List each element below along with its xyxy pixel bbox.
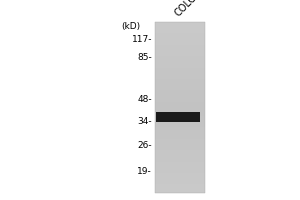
Text: 26-: 26- bbox=[137, 140, 152, 150]
Polygon shape bbox=[155, 59, 205, 62]
Text: 117-: 117- bbox=[131, 36, 152, 45]
Polygon shape bbox=[155, 159, 205, 162]
Polygon shape bbox=[155, 184, 205, 187]
Polygon shape bbox=[155, 90, 205, 93]
Polygon shape bbox=[155, 85, 205, 88]
Polygon shape bbox=[155, 125, 205, 127]
Polygon shape bbox=[155, 187, 205, 190]
Polygon shape bbox=[155, 164, 205, 167]
Text: 34-: 34- bbox=[137, 117, 152, 127]
Polygon shape bbox=[156, 112, 200, 122]
Polygon shape bbox=[155, 99, 205, 102]
Polygon shape bbox=[155, 156, 205, 159]
Polygon shape bbox=[155, 82, 205, 85]
Polygon shape bbox=[155, 102, 205, 105]
Polygon shape bbox=[155, 122, 205, 125]
Polygon shape bbox=[155, 147, 205, 150]
Polygon shape bbox=[155, 105, 205, 108]
Text: 48-: 48- bbox=[137, 96, 152, 104]
Polygon shape bbox=[155, 31, 205, 33]
Polygon shape bbox=[155, 142, 205, 145]
Polygon shape bbox=[155, 173, 205, 176]
Polygon shape bbox=[155, 110, 205, 113]
Polygon shape bbox=[155, 65, 205, 68]
Polygon shape bbox=[155, 36, 205, 39]
Polygon shape bbox=[155, 190, 205, 193]
Polygon shape bbox=[155, 108, 205, 110]
Polygon shape bbox=[155, 145, 205, 147]
Polygon shape bbox=[155, 50, 205, 53]
Polygon shape bbox=[155, 162, 205, 164]
Polygon shape bbox=[155, 42, 205, 45]
Polygon shape bbox=[155, 136, 205, 139]
Polygon shape bbox=[155, 70, 205, 73]
Polygon shape bbox=[155, 127, 205, 130]
Polygon shape bbox=[155, 93, 205, 96]
Polygon shape bbox=[155, 62, 205, 65]
Polygon shape bbox=[155, 39, 205, 42]
Polygon shape bbox=[155, 150, 205, 153]
Polygon shape bbox=[155, 133, 205, 136]
Polygon shape bbox=[155, 167, 205, 170]
Text: 19-: 19- bbox=[137, 168, 152, 176]
Polygon shape bbox=[155, 73, 205, 76]
Polygon shape bbox=[155, 33, 205, 36]
Polygon shape bbox=[155, 22, 205, 25]
Polygon shape bbox=[155, 28, 205, 31]
Text: 85-: 85- bbox=[137, 52, 152, 62]
Text: COLO205: COLO205 bbox=[173, 0, 212, 18]
Polygon shape bbox=[155, 139, 205, 142]
Polygon shape bbox=[155, 182, 205, 184]
Polygon shape bbox=[155, 53, 205, 56]
Polygon shape bbox=[155, 45, 205, 48]
Polygon shape bbox=[155, 96, 205, 99]
Polygon shape bbox=[155, 170, 205, 173]
Polygon shape bbox=[155, 119, 205, 122]
Polygon shape bbox=[155, 48, 205, 50]
Polygon shape bbox=[155, 56, 205, 59]
Polygon shape bbox=[155, 88, 205, 90]
Polygon shape bbox=[155, 25, 205, 28]
Polygon shape bbox=[155, 116, 205, 119]
Polygon shape bbox=[155, 79, 205, 82]
Polygon shape bbox=[155, 176, 205, 179]
Polygon shape bbox=[155, 76, 205, 79]
Polygon shape bbox=[155, 130, 205, 133]
Polygon shape bbox=[155, 113, 205, 116]
Polygon shape bbox=[155, 153, 205, 156]
Polygon shape bbox=[155, 68, 205, 70]
Text: (kD): (kD) bbox=[121, 21, 140, 30]
Polygon shape bbox=[155, 179, 205, 182]
